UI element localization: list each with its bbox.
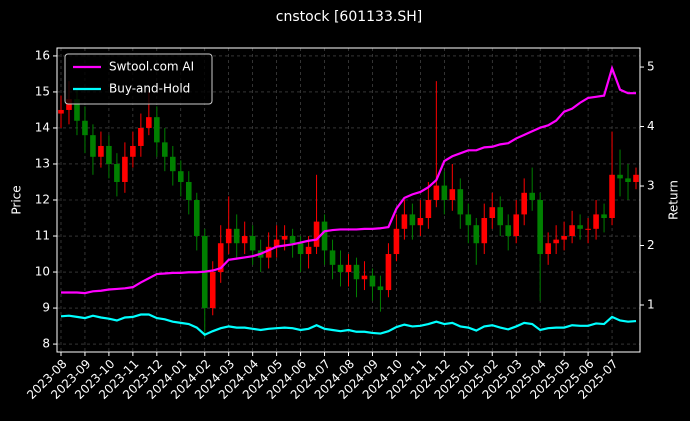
- candle-body: [98, 145, 104, 157]
- candle-body: [313, 221, 320, 247]
- candle-body: [521, 192, 527, 215]
- candle-body: [553, 239, 559, 244]
- candle-body: [146, 117, 152, 128]
- candle-body: [497, 207, 504, 226]
- candle-body: [289, 236, 296, 244]
- y2-tick-label: 4: [647, 119, 655, 133]
- legend-box: [64, 53, 213, 105]
- candle-body: [433, 185, 440, 200]
- y-tick-label: 8: [42, 337, 50, 351]
- candle-body: [281, 236, 288, 240]
- candle-body: [90, 135, 96, 157]
- candle-body: [529, 192, 535, 200]
- candle-body: [225, 228, 232, 244]
- candle-body: [130, 145, 136, 157]
- candle-body: [617, 174, 623, 179]
- candle-body: [377, 286, 384, 291]
- candle-body: [217, 243, 224, 273]
- y2-tick-label: 1: [647, 298, 655, 312]
- y-tick-label: 16: [35, 48, 50, 62]
- candle-body: [425, 200, 432, 219]
- y-tick-label: 14: [35, 120, 50, 134]
- candle-body: [465, 214, 472, 226]
- candle-body: [154, 117, 160, 143]
- candle-body: [337, 264, 344, 273]
- candle-body: [241, 236, 248, 244]
- y2-tick-label: 3: [647, 179, 655, 193]
- candle-body: [162, 142, 168, 157]
- candle-body: [361, 275, 368, 280]
- y2-tick-label: 2: [647, 238, 655, 252]
- candle-body: [409, 214, 416, 226]
- y-tick-label: 15: [35, 84, 50, 98]
- candle-body: [193, 200, 200, 237]
- legend-label: Swtool.com AI: [109, 60, 194, 74]
- candle-body: [345, 264, 352, 273]
- candle-body: [481, 218, 488, 244]
- candle-body: [489, 207, 496, 219]
- y2-tick-label: 5: [647, 60, 655, 74]
- candle-body: [585, 228, 591, 230]
- y-tick-label: 11: [35, 229, 50, 243]
- candle-body: [138, 127, 144, 146]
- candle-body: [561, 236, 567, 240]
- candle-body: [593, 214, 599, 229]
- candle-body: [457, 189, 464, 215]
- candle-body: [82, 120, 88, 136]
- candle-body: [401, 214, 408, 229]
- candle-body: [185, 181, 192, 200]
- candle-body: [265, 246, 272, 258]
- candle-body: [209, 272, 216, 309]
- candle-body: [449, 189, 456, 200]
- candle-body: [122, 156, 128, 182]
- candle-body: [353, 264, 360, 280]
- chart-title: cnstock [601133.SH]: [276, 9, 422, 25]
- candle-body: [505, 225, 512, 237]
- candle-body: [321, 221, 328, 251]
- candle-body: [106, 145, 112, 164]
- candle-body: [625, 178, 631, 182]
- plot-frame: [56, 47, 641, 353]
- candle-body: [249, 236, 256, 251]
- candle-body: [385, 254, 392, 291]
- candle-body: [305, 246, 312, 255]
- candle-body: [577, 225, 583, 229]
- candle-body: [369, 275, 376, 287]
- candle-body: [393, 228, 400, 255]
- candle-body: [545, 243, 551, 255]
- candle-body: [473, 225, 480, 244]
- candle-body: [601, 214, 607, 219]
- candle-body: [417, 218, 424, 226]
- legend-label: Buy-and-Hold: [109, 82, 190, 96]
- y-tick-label: 9: [42, 301, 50, 315]
- candle-body: [58, 109, 64, 114]
- y-tick-label: 10: [35, 265, 50, 279]
- candle-body: [233, 228, 240, 244]
- candle-body: [537, 200, 543, 255]
- candle-body: [170, 156, 176, 172]
- candle-body: [297, 243, 304, 255]
- candle-body: [441, 185, 448, 200]
- candle-body: [114, 163, 120, 182]
- candle-body: [513, 214, 520, 237]
- y2-axis-label: Return: [667, 180, 681, 220]
- series-line: [60, 64, 637, 295]
- candle-body: [273, 239, 280, 247]
- series-line: [60, 313, 637, 337]
- candle-body: [74, 99, 80, 121]
- y-tick-label: 12: [35, 193, 50, 207]
- y-tick-label: 13: [35, 156, 50, 170]
- candle-body: [633, 174, 639, 182]
- y-axis-label: Price: [10, 185, 24, 214]
- candle-body: [569, 225, 575, 237]
- candle-body: [609, 174, 615, 219]
- candle-body: [66, 99, 72, 110]
- candle-body: [329, 250, 336, 265]
- candle-body: [177, 171, 184, 182]
